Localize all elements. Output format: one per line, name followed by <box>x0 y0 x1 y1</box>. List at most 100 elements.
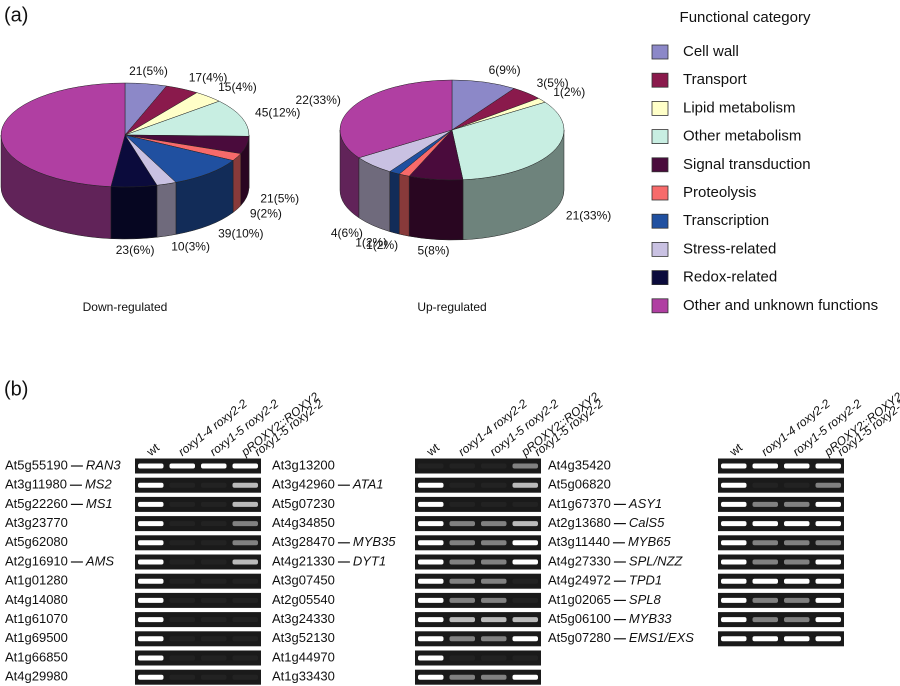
band <box>201 578 227 584</box>
legend-swatch <box>651 129 669 145</box>
band <box>169 617 195 623</box>
band <box>481 559 507 565</box>
gel-strip <box>135 592 261 608</box>
legend-swatch <box>651 157 669 173</box>
gene-id: At5g06100 <box>548 611 611 626</box>
band <box>201 597 227 603</box>
pie-side <box>232 152 242 214</box>
legend-label: Transport <box>683 71 747 88</box>
band <box>752 463 778 469</box>
data-label: 39(10%) <box>218 226 263 240</box>
band <box>721 482 747 488</box>
band <box>512 597 538 603</box>
band <box>201 540 227 546</box>
band <box>138 578 164 584</box>
band <box>815 501 841 507</box>
band <box>138 501 164 507</box>
gene-name: RAN3 <box>86 457 121 472</box>
band <box>721 578 747 584</box>
band <box>138 540 164 546</box>
gene-id: At3g11440 <box>548 534 610 549</box>
band <box>418 463 444 469</box>
pie-title: Up-regulated <box>417 300 486 314</box>
gene-id: At2g16910 <box>5 553 68 568</box>
band <box>418 636 444 642</box>
band <box>169 559 195 565</box>
band <box>232 463 258 469</box>
band <box>752 578 778 584</box>
band <box>784 501 810 507</box>
data-label: 21(5%) <box>129 64 168 78</box>
legend-label: Stress-related <box>683 240 776 257</box>
gene-id: At1g02065 <box>548 592 611 607</box>
gene-id: At5g62080 <box>5 534 68 549</box>
band <box>784 521 810 527</box>
band <box>449 636 475 642</box>
band <box>721 636 747 642</box>
gel-strip <box>415 535 541 551</box>
band <box>721 463 747 469</box>
pie-slice <box>0 82 126 187</box>
gene-id: At5g07230 <box>272 496 335 511</box>
legend-swatch <box>651 72 669 88</box>
gene-id: At4g24972 <box>548 573 611 588</box>
gel-strip <box>415 592 541 608</box>
gene-name: MYB65 <box>628 534 671 549</box>
gene-id: At3g07450 <box>272 573 335 588</box>
gene-name: DYT1 <box>353 553 386 568</box>
band <box>784 578 810 584</box>
gene-id: At1g67370 <box>548 496 611 511</box>
gene-id: At3g13200 <box>272 457 335 472</box>
band <box>752 501 778 507</box>
legend-label: Proteolysis <box>683 184 756 201</box>
band <box>138 482 164 488</box>
lane-label: wt <box>726 440 745 459</box>
gene-name: MYB35 <box>353 534 396 549</box>
band <box>481 636 507 642</box>
band <box>418 617 444 623</box>
legend-swatch <box>651 270 669 286</box>
pie-side <box>389 171 400 235</box>
band <box>232 559 258 565</box>
gene-id: At4g14080 <box>5 592 68 607</box>
band <box>481 540 507 546</box>
gene-id: At3g24330 <box>272 611 335 626</box>
gene-name: AMS <box>85 553 115 568</box>
data-label: 1(2%) <box>553 85 585 99</box>
band <box>201 559 227 565</box>
gel-strip <box>415 477 541 493</box>
band <box>481 521 507 527</box>
gene-id: At5g55190 <box>5 457 68 472</box>
gene-name: SPL8 <box>629 592 662 607</box>
legend-label: Cell wall <box>683 43 739 60</box>
band <box>512 482 538 488</box>
band <box>512 501 538 507</box>
pie-slice <box>124 134 234 183</box>
gel-strip <box>415 458 541 474</box>
band <box>449 501 475 507</box>
band <box>232 617 258 623</box>
gel-strip <box>718 554 844 570</box>
band <box>201 521 227 527</box>
band <box>201 655 227 661</box>
band <box>418 501 444 507</box>
gel-strip <box>135 554 261 570</box>
band <box>418 655 444 661</box>
gene-id: At5g06820 <box>548 477 611 492</box>
pie-side <box>156 182 177 238</box>
band <box>815 636 841 642</box>
data-label: 1(2%) <box>355 235 387 249</box>
data-label: 6(9%) <box>489 63 521 77</box>
gene-id: At4g34850 <box>272 515 335 530</box>
data-label: 15(4%) <box>218 80 257 94</box>
band <box>138 636 164 642</box>
gene-id: At1g66850 <box>5 649 68 664</box>
pie-side <box>110 184 158 240</box>
gene-id: At3g23770 <box>5 515 68 530</box>
band <box>418 559 444 565</box>
gel-strip <box>415 612 541 628</box>
gene-id: At3g11980 <box>5 477 67 492</box>
band <box>815 617 841 623</box>
band <box>449 482 475 488</box>
gel-strip <box>135 477 261 493</box>
